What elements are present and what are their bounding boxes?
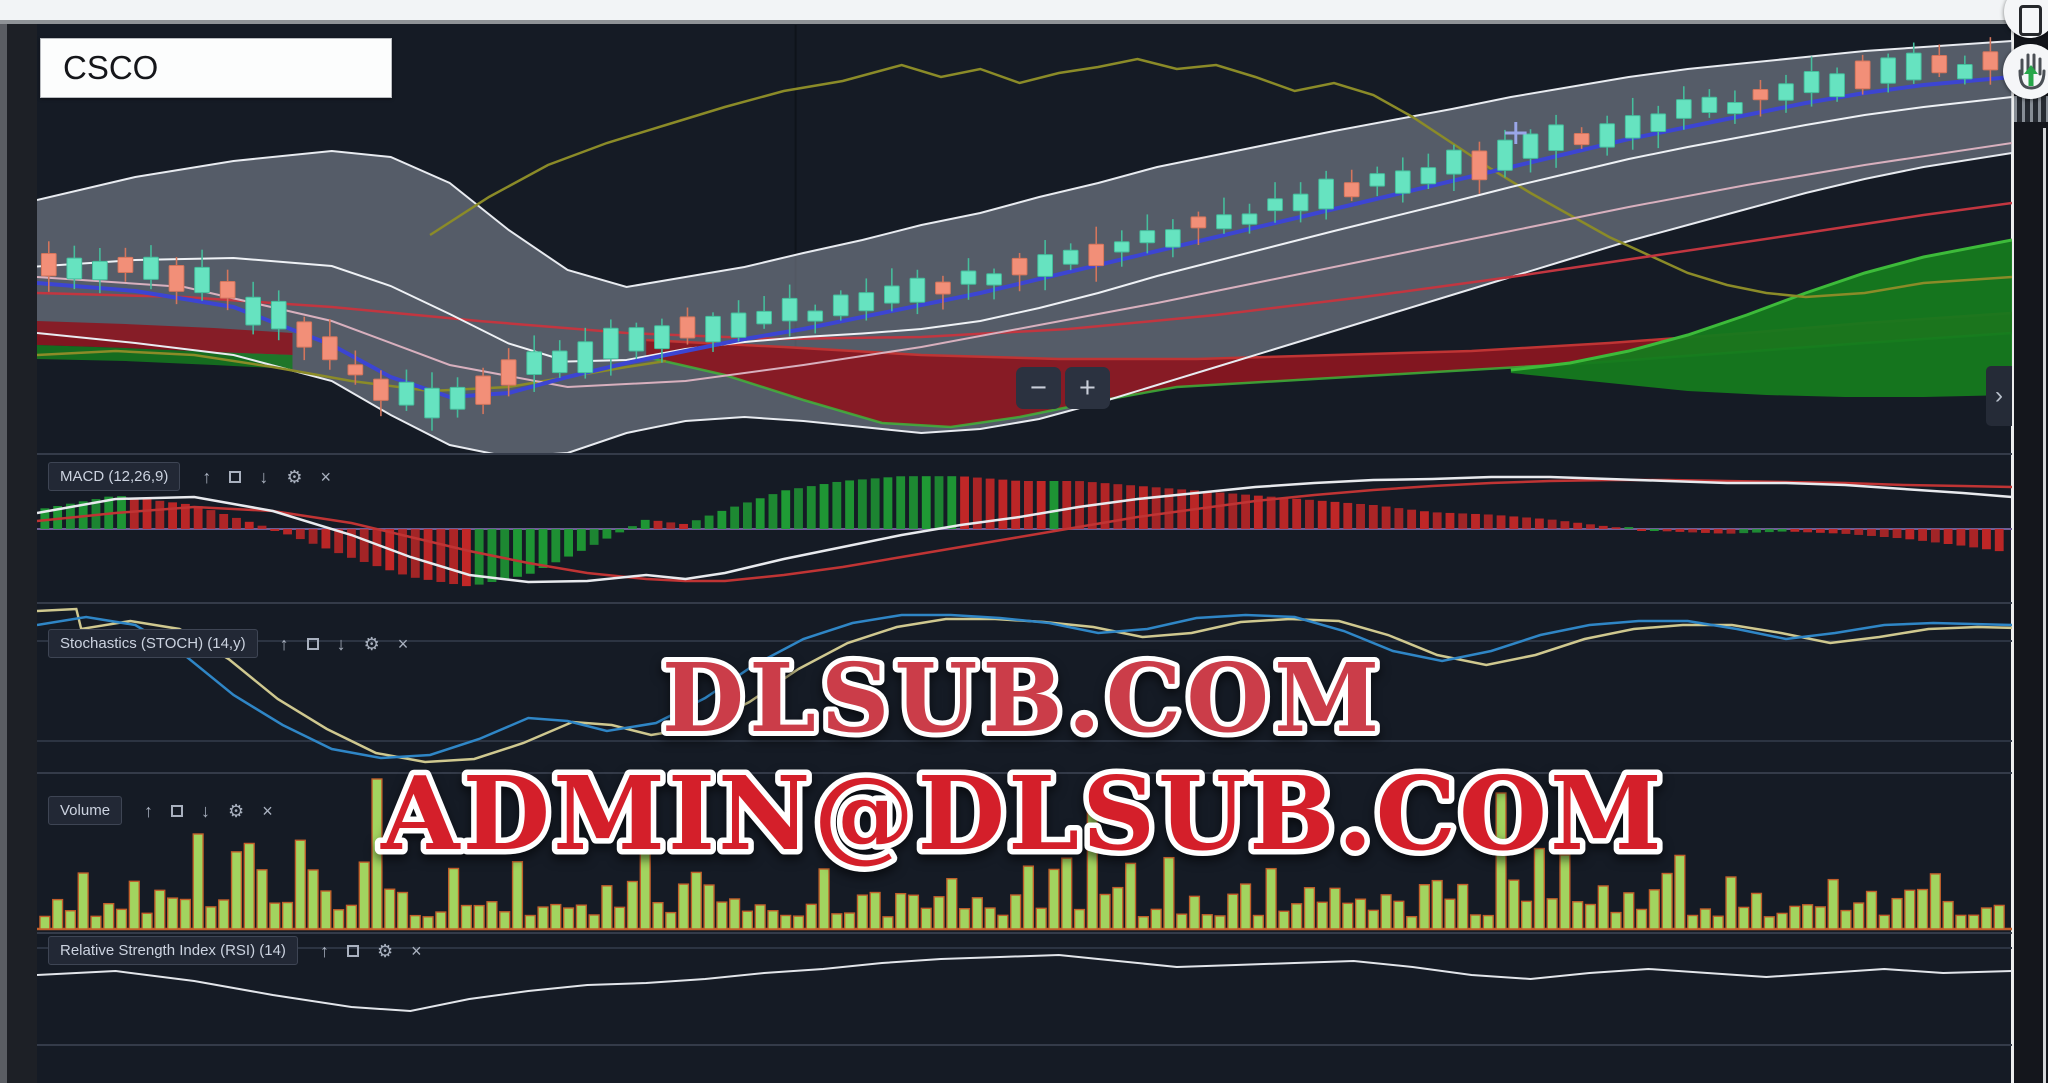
chart-left-gutter — [7, 24, 37, 1083]
maximize-icon[interactable] — [346, 944, 359, 957]
down-icon[interactable]: ↓ — [259, 466, 269, 487]
close-icon[interactable]: × — [397, 633, 409, 654]
maximize-icon[interactable] — [306, 637, 319, 650]
stochastics-chart[interactable] — [37, 603, 2012, 773]
scrollbar-grip[interactable] — [2014, 96, 2048, 122]
rsi-panel-header: Relative Strength Index (RSI) (14) ↑ ⚙ × — [48, 936, 422, 965]
volume-chart[interactable] — [37, 773, 2012, 933]
up-icon[interactable]: ↑ — [202, 466, 212, 487]
window-right-edge — [2043, 128, 2046, 1083]
volume-panel-icons: ↑ ↓ ⚙ × — [144, 802, 273, 820]
macd-indicator-label[interactable]: MACD (12,26,9) — [48, 462, 181, 491]
window-top-strip — [0, 0, 2048, 20]
volume-indicator-label[interactable]: Volume — [48, 796, 123, 825]
up-icon[interactable]: ↑ — [319, 940, 329, 961]
right-side-strip — [2014, 24, 2048, 1083]
up-icon[interactable]: ↑ — [144, 800, 154, 821]
macd-chart[interactable] — [37, 455, 2012, 603]
up-icon[interactable]: ↑ — [279, 633, 289, 654]
panel-divider[interactable] — [37, 772, 2012, 774]
sidebar-expand-chevron[interactable]: › — [1986, 366, 2012, 426]
volume-panel-header: Volume ↑ ↓ ⚙ × — [48, 796, 273, 825]
symbol-search-input[interactable]: CSCO — [40, 38, 392, 98]
gear-icon[interactable]: ⚙ — [363, 633, 380, 654]
macd-panel-icons: ↑ ↓ ⚙ × — [202, 468, 331, 486]
overlay-hand-scroll-button[interactable] — [2003, 44, 2048, 99]
close-icon[interactable]: × — [411, 940, 422, 961]
right-panel-border — [2011, 24, 2014, 1083]
maximize-icon[interactable] — [171, 804, 184, 817]
panel-divider[interactable] — [37, 932, 2012, 934]
panel-divider[interactable] — [37, 602, 2012, 604]
window-left-border — [0, 24, 7, 1083]
note-icon — [2018, 4, 2042, 36]
rsi-indicator-label[interactable]: Relative Strength Index (RSI) (14) — [48, 936, 298, 965]
panel-divider[interactable] — [37, 453, 2012, 455]
down-icon[interactable]: ↓ — [201, 800, 211, 821]
close-icon[interactable]: × — [320, 466, 332, 487]
panel-divider[interactable] — [37, 1044, 2012, 1046]
stochastics-panel-header: Stochastics (STOCH) (14,y) ↑ ↓ ⚙ × — [48, 629, 408, 658]
gear-icon[interactable]: ⚙ — [376, 940, 394, 961]
stochastics-panel-icons: ↑ ↓ ⚙ × — [280, 635, 409, 653]
gear-icon[interactable]: ⚙ — [286, 466, 303, 487]
rsi-panel-icons: ↑ ⚙ × — [320, 942, 422, 960]
close-icon[interactable]: × — [262, 800, 273, 821]
main-price-chart[interactable] — [37, 25, 2012, 455]
rsi-chart[interactable] — [37, 933, 2012, 1044]
maximize-icon[interactable] — [229, 470, 242, 483]
window-top-edge — [0, 20, 2048, 24]
stochastics-indicator-label[interactable]: Stochastics (STOCH) (14,y) — [48, 629, 258, 658]
zoom-controls: − + — [1016, 367, 1110, 409]
zoom-out-button[interactable]: − — [1016, 367, 1061, 409]
macd-panel-header: MACD (12,26,9) ↑ ↓ ⚙ × — [48, 462, 331, 491]
down-icon[interactable]: ↓ — [336, 633, 346, 654]
zoom-in-button[interactable]: + — [1065, 367, 1110, 409]
gear-icon[interactable]: ⚙ — [228, 800, 245, 821]
hand-up-arrow-icon — [2018, 53, 2046, 90]
